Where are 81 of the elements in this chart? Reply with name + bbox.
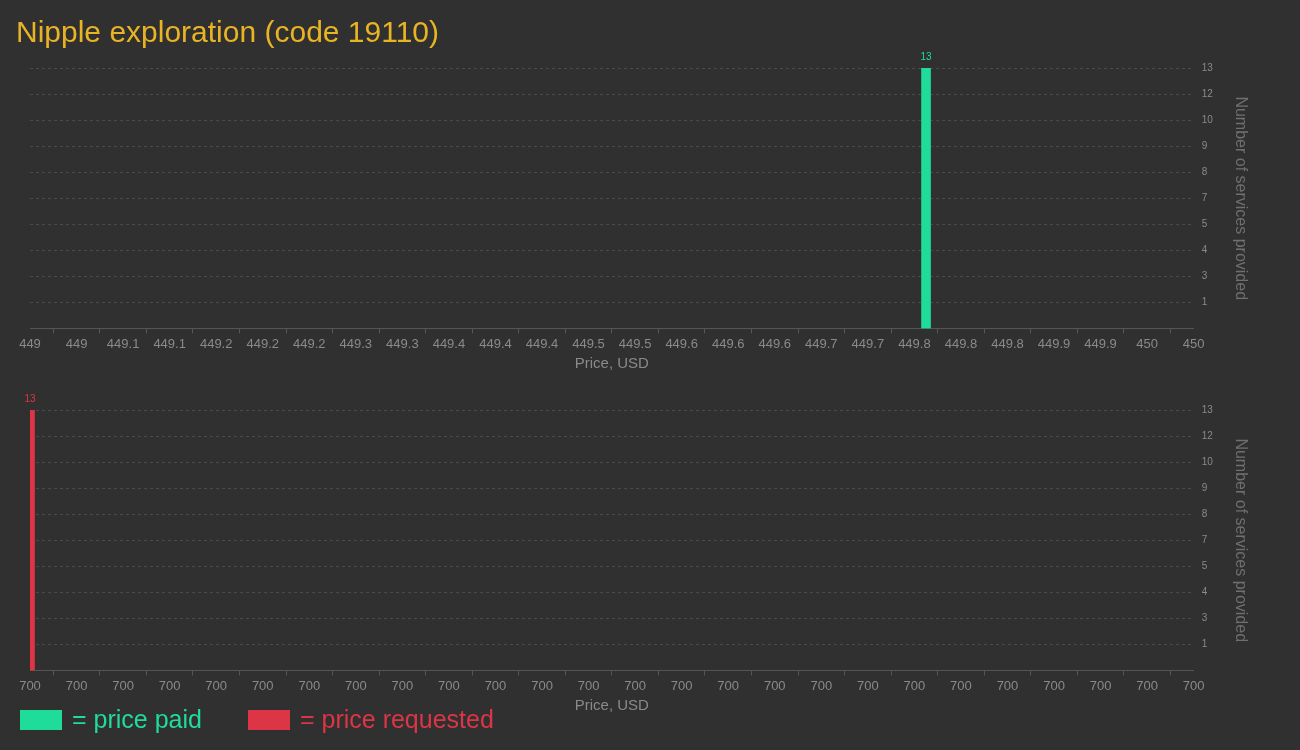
y-tick-label: 8 [1201, 507, 1208, 519]
x-tick-label: 450 [1182, 335, 1205, 351]
x-axis-title: Price, USD [574, 354, 650, 372]
x-tick-label: 449.9 [1084, 335, 1117, 351]
x-tick-label: 449.7 [805, 335, 838, 351]
legend-label: = price paid [72, 705, 202, 734]
y-tick-label: 1 [1201, 638, 1208, 650]
x-tick-label: 700 [857, 677, 879, 693]
x-tick-label: 449.4 [525, 335, 559, 351]
x-tick-label: 700 [763, 677, 786, 693]
x-tick-label: 449.1 [153, 335, 186, 351]
x-tick-label: 449.6 [711, 335, 745, 351]
x-tick-label: 449.2 [199, 335, 233, 351]
x-tick-label: 700 [531, 677, 553, 693]
x-tick-label: 700 [624, 677, 646, 693]
x-tick-label: 700 [251, 677, 274, 693]
x-tick-label: 700 [158, 677, 181, 693]
x-tick-label: 449.3 [386, 335, 419, 351]
x-tick-label: 700 [1182, 677, 1205, 693]
y-tick-label: 12 [1201, 429, 1214, 441]
y-tick-label: 7 [1201, 191, 1208, 203]
x-tick-label: 700 [577, 677, 600, 693]
x-tick-label: 700 [438, 677, 460, 693]
x-tick-label: 449.3 [339, 335, 373, 351]
x-tick-label: 700 [65, 677, 88, 693]
y-tick-label: 12 [1201, 87, 1214, 99]
x-tick-label: 449 [19, 335, 41, 351]
data-label: 13 [920, 50, 933, 62]
x-tick-label: 700 [484, 677, 507, 693]
x-tick-label: 700 [1043, 677, 1065, 693]
x-tick-label: 700 [1136, 677, 1158, 693]
x-tick-label: 700 [996, 677, 1019, 693]
x-tick-label: 450 [1136, 335, 1158, 351]
legend-label: = price requested [299, 705, 494, 734]
x-tick-label: 449.2 [293, 335, 326, 351]
y-tick-label: 1 [1201, 296, 1208, 308]
data-label: 13 [24, 392, 36, 404]
x-tick-label: 700 [717, 677, 740, 693]
y-tick-label: 4 [1201, 244, 1208, 256]
y-tick-label: 3 [1201, 612, 1208, 624]
y-tick-label: 13 [1201, 61, 1214, 73]
x-tick-label: 449.8 [991, 335, 1024, 351]
y-tick-label: 13 [1201, 403, 1214, 415]
y-axis-title: Number of services provided [1232, 96, 1250, 301]
x-tick-label: 700 [903, 677, 926, 693]
x-tick-label: 449.8 [898, 335, 931, 351]
x-tick-label: 449.1 [106, 335, 140, 351]
x-tick-label: 449.4 [479, 335, 512, 351]
x-tick-label: 449.4 [432, 335, 466, 351]
x-tick-label: 700 [205, 677, 228, 693]
x-tick-label: 700 [670, 677, 693, 693]
x-tick-label: 449.7 [851, 335, 885, 351]
x-tick-label: 700 [1089, 677, 1112, 693]
x-tick-label: 700 [950, 677, 972, 693]
x-tick-label: 700 [19, 677, 41, 693]
x-tick-label: 449.5 [618, 335, 652, 351]
y-tick-label: 4 [1201, 586, 1208, 598]
x-tick-label: 700 [344, 677, 367, 693]
y-tick-label: 3 [1201, 270, 1208, 282]
x-tick-label: 449.2 [246, 335, 280, 351]
x-tick-label: 449.6 [758, 335, 792, 351]
y-tick-label: 10 [1201, 113, 1214, 125]
x-axis-title: Price, USD [574, 696, 650, 714]
x-tick-label: 449.5 [572, 335, 605, 351]
y-tick-label: 9 [1201, 481, 1208, 493]
x-tick-label: 449.8 [944, 335, 978, 351]
x-tick-label: 700 [298, 677, 321, 693]
x-tick-label: 449.6 [665, 335, 698, 351]
y-tick-label: 9 [1201, 139, 1208, 151]
y-tick-label: 8 [1201, 165, 1208, 177]
x-tick-label: 449 [65, 335, 88, 351]
y-tick-label: 7 [1201, 533, 1208, 545]
x-tick-label: 449.9 [1037, 335, 1071, 351]
x-tick-label: 700 [810, 677, 833, 693]
y-tick-label: 5 [1201, 217, 1208, 229]
y-tick-label: 10 [1201, 455, 1214, 467]
x-tick-label: 700 [391, 677, 414, 693]
x-tick-label: 700 [112, 677, 134, 693]
chart-title: Nipple exploration (code 19110) [15, 14, 441, 48]
y-tick-label: 5 [1201, 559, 1208, 571]
y-axis-title: Number of services provided [1232, 438, 1250, 643]
